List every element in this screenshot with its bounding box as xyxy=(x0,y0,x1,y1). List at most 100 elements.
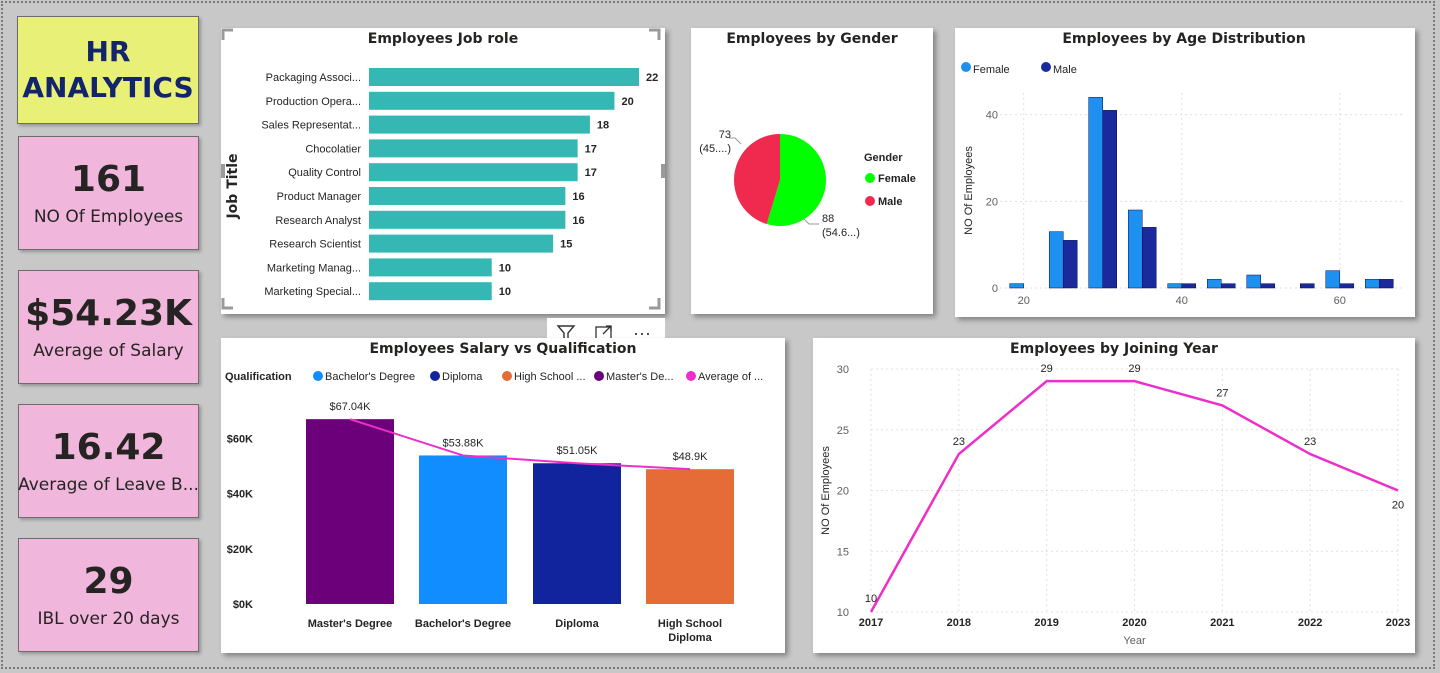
bar xyxy=(1325,270,1341,289)
salary-svg: Employees Salary vs Qualification Qualifi… xyxy=(225,341,763,644)
data-label: 10 xyxy=(499,286,511,298)
x-tick-label: 20 xyxy=(1018,295,1030,307)
legend-marker xyxy=(686,371,696,381)
data-label: 27 xyxy=(1216,387,1228,399)
legend-marker xyxy=(865,196,875,206)
dashboard-title: HR ANALYTICS xyxy=(17,16,199,124)
slice-pct-label: (54.6...) xyxy=(822,227,860,239)
bar xyxy=(1181,283,1196,289)
y-tick-label: $0K xyxy=(233,599,253,611)
legend-label: Master's De... xyxy=(606,371,674,383)
kpi-card-ibl[interactable]: 29 IBL over 20 days xyxy=(18,538,199,652)
category-label: Packaging Associ... xyxy=(266,72,361,84)
bar xyxy=(1221,283,1236,289)
more-options-icon[interactable]: ··· xyxy=(633,322,651,343)
legend-marker xyxy=(865,173,875,183)
data-label: 29 xyxy=(1041,363,1053,375)
age-svg: Employees by Age Distribution Female Male 0… xyxy=(961,31,1403,307)
bar xyxy=(1062,240,1078,289)
x-tick-label: 2019 xyxy=(1034,617,1058,629)
data-label: $51.05K xyxy=(557,445,599,457)
age-chart[interactable]: Employees by Age Distribution Female Male 0… xyxy=(955,28,1415,317)
y-tick-label: 20 xyxy=(837,486,849,498)
legend-marker xyxy=(961,62,971,72)
y-tick-label: 20 xyxy=(986,196,998,208)
series-line xyxy=(869,379,1399,613)
x-tick-label: Diploma xyxy=(668,632,712,644)
kpi-value: 16.42 xyxy=(51,427,166,469)
y-tick-label: 0 xyxy=(992,283,998,295)
kpi-card-salary[interactable]: $54.23K Average of Salary xyxy=(18,270,199,384)
joining-svg: Employees by Joining Year 10 15 20 25 30 2017 2… xyxy=(820,341,1410,647)
y-tick-label: 25 xyxy=(837,425,849,437)
bar xyxy=(533,463,621,604)
category-label: Sales Representat... xyxy=(261,120,361,132)
resize-handle xyxy=(661,164,665,178)
selection-corner xyxy=(221,28,233,40)
bar xyxy=(1167,283,1182,289)
bar xyxy=(306,419,394,604)
bar xyxy=(369,68,639,86)
bar xyxy=(369,210,566,229)
bar xyxy=(1260,283,1276,289)
x-tick-label: Bachelor's Degree xyxy=(415,618,511,630)
kpi-value: $54.23K xyxy=(25,293,192,335)
bar xyxy=(1141,227,1157,289)
data-label: 23 xyxy=(953,436,965,448)
bar xyxy=(1009,283,1024,289)
bar xyxy=(1088,97,1103,289)
x-tick-label: Diploma xyxy=(555,618,599,630)
slice-label: 88 xyxy=(822,213,834,225)
bar xyxy=(1246,274,1262,289)
title-line-1: HR xyxy=(85,34,131,68)
x-tick-label: 2022 xyxy=(1298,617,1322,629)
bar xyxy=(1300,283,1315,289)
x-axis-label: Year xyxy=(1123,635,1146,647)
selection-corner xyxy=(649,28,661,40)
y-tick-label: $20K xyxy=(227,544,253,556)
kpi-label: NO Of Employees xyxy=(33,206,184,227)
data-label: $67.04K xyxy=(330,401,372,413)
bar xyxy=(369,163,578,182)
y-tick-label: $60K xyxy=(227,434,253,446)
x-tick-label: 2023 xyxy=(1386,617,1410,629)
data-label: 23 xyxy=(1304,436,1316,448)
legend-label: Diploma xyxy=(442,371,483,383)
slice-label: 73 xyxy=(719,129,731,141)
data-label: 10 xyxy=(499,262,511,274)
legend-label: Female xyxy=(878,173,916,185)
data-label: 29 xyxy=(1128,363,1140,375)
kpi-card-employees[interactable]: 161 NO Of Employees xyxy=(18,136,199,250)
category-label: Research Scientist xyxy=(269,239,361,251)
gender-svg: Employees by Gender 88 (54.6...) 73 (45....)… xyxy=(699,31,916,239)
bar xyxy=(369,91,615,110)
category-label: Research Analyst xyxy=(275,215,361,227)
slice-pct-label: (45....) xyxy=(699,143,731,155)
x-tick-label: 60 xyxy=(1334,295,1346,307)
data-label: $53.88K xyxy=(443,437,485,449)
x-tick-label: 2021 xyxy=(1210,617,1234,629)
kpi-label: IBL over 20 days xyxy=(37,608,180,629)
bar xyxy=(419,455,507,604)
legend-label: Male xyxy=(878,196,902,208)
chart-title: Employees by Gender xyxy=(726,31,897,47)
bar xyxy=(1207,279,1222,289)
joining-chart[interactable]: Employees by Joining Year 10 15 20 25 30 2017 2… xyxy=(813,338,1415,653)
data-label: 15 xyxy=(560,239,572,251)
x-tick-label: Master's Degree xyxy=(308,618,393,630)
bar xyxy=(369,282,492,301)
bar xyxy=(1365,279,1380,289)
legend-label: High School ... xyxy=(514,371,586,383)
job-role-chart[interactable]: Employees Job role Job Title Packaging Ass… xyxy=(221,28,665,314)
pie-slice xyxy=(734,134,780,225)
selection-corner xyxy=(221,298,233,310)
salary-chart[interactable]: Employees Salary vs Qualification Qualifi… xyxy=(221,338,785,653)
legend-title: Gender xyxy=(864,152,903,164)
kpi-card-leave[interactable]: 16.42 Average of Leave B... xyxy=(18,404,199,518)
gender-chart[interactable]: Employees by Gender 88 (54.6...) 73 (45....)… xyxy=(691,28,933,314)
data-label: 22 xyxy=(646,72,658,84)
legend-label: Male xyxy=(1053,64,1077,76)
y-axis-label: Job Title xyxy=(225,153,241,219)
legend-label: Average of ... xyxy=(698,371,763,383)
category-label: Quality Control xyxy=(288,167,361,179)
